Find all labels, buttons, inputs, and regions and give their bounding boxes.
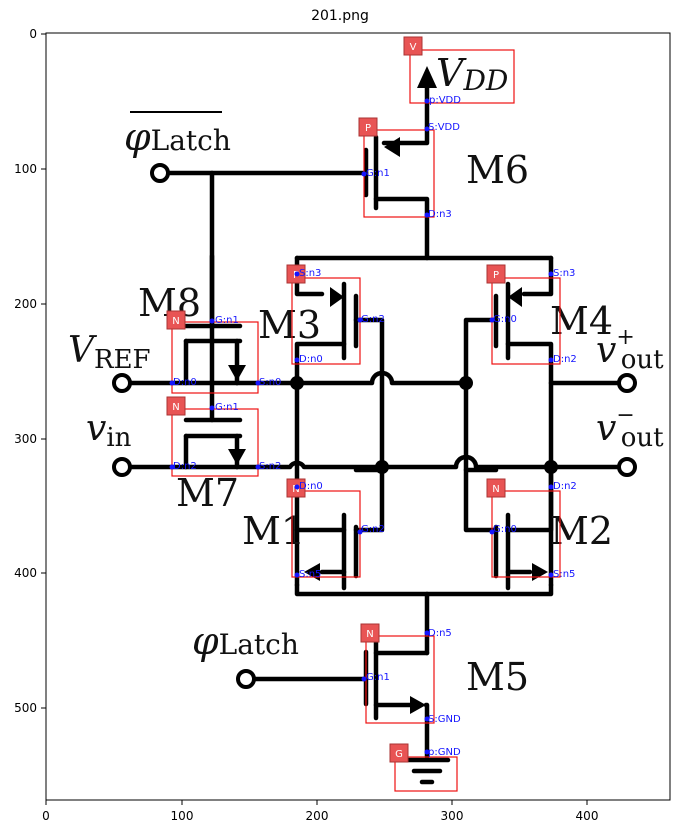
latch-label: φLatch — [192, 619, 299, 663]
tag-m4: P — [493, 270, 499, 281]
x-tick-label: 400 — [576, 809, 599, 823]
device-label-m1: M1 — [242, 509, 305, 553]
pin-label: D:n3 — [428, 209, 452, 220]
pin-label: p:VDD — [429, 95, 461, 106]
pin-label: D:n5 — [428, 628, 452, 639]
pin-label: G:n1 — [215, 402, 239, 413]
pin-label: G:n1 — [366, 672, 390, 683]
x-tick-label: 300 — [441, 809, 464, 823]
y-tick-label: 500 — [14, 701, 37, 715]
y-tick-label: 400 — [14, 566, 37, 580]
vout-plus-label: v+ out — [596, 325, 664, 375]
pin-label: D:n0 — [299, 481, 323, 492]
junction-dots — [290, 376, 558, 474]
tag-box — [389, 743, 409, 763]
tag-box — [403, 36, 423, 56]
vdd-label: VDD — [436, 51, 508, 97]
tag-box — [486, 264, 506, 284]
axes-frame — [45, 32, 671, 801]
bbox-m7 — [171, 408, 259, 477]
tag-m2: N — [492, 484, 499, 495]
x-axis: 0 100 200 300 400 — [42, 800, 598, 823]
vin-label: vin — [86, 408, 132, 453]
pin-label: D:n2 — [553, 354, 577, 365]
pin-label: G:n2 — [361, 314, 385, 325]
pin-label: S:n3 — [553, 268, 575, 279]
pin-label: G:n0 — [493, 524, 517, 535]
tag-m5: N — [366, 629, 373, 640]
device-label-m3: M3 — [258, 303, 321, 347]
pin-label: S:n3 — [299, 268, 321, 279]
circuit-wiring — [119, 66, 630, 785]
pin-label: G:n1 — [366, 168, 390, 179]
pin-label: S:n5 — [299, 569, 321, 580]
tag-m7: N — [172, 402, 179, 413]
bbox-vdd — [409, 49, 515, 104]
pin-label: G:n1 — [215, 315, 239, 326]
y-axis: 0 100 200 300 400 500 — [14, 27, 46, 715]
tag-m1: N — [292, 484, 299, 495]
pin-label: S:n0 — [259, 377, 281, 388]
pin-label: G:n0 — [493, 314, 517, 325]
pin-label: D:n0 — [173, 377, 197, 388]
pin-label: p:GND — [428, 747, 461, 758]
x-tick-label: 0 — [42, 809, 50, 823]
latch-bar-label: φLatch — [124, 115, 231, 159]
y-tick-label: 200 — [14, 297, 37, 311]
figure-title: 201.png — [311, 8, 369, 24]
vout-minus-label: v− out — [596, 403, 664, 453]
tag-box — [360, 623, 380, 643]
pin-label: G:n2 — [361, 524, 385, 535]
pin-annotations: p:VDD S:VDD G:n1 D:n3 S:n3 G:n2 D:n0 S:n… — [169, 95, 577, 758]
tag-m8: N — [172, 316, 179, 327]
vdd-arrow-icon — [417, 66, 437, 88]
device-label-m5: M5 — [466, 655, 529, 699]
bbox-m8 — [171, 321, 259, 394]
y-tick-label: 100 — [14, 162, 37, 176]
tag-m6: P — [365, 123, 371, 134]
tag-gnd: G — [395, 749, 403, 760]
device-label-m7: M7 — [176, 471, 239, 515]
tag-box — [486, 478, 506, 498]
device-label-m6: M6 — [466, 148, 529, 192]
pin-label: D:n2 — [553, 481, 577, 492]
device-type-tags: V P P P N N N N N G — [166, 36, 506, 763]
pin-label: D:n2 — [173, 461, 197, 472]
tag-box — [166, 310, 186, 330]
pin-label: S:n5 — [553, 569, 575, 580]
bbox-gnd — [394, 756, 458, 792]
pin-label: D:n0 — [299, 354, 323, 365]
tag-box — [358, 117, 378, 137]
y-tick-label: 0 — [29, 27, 37, 41]
tag-box — [166, 396, 186, 416]
pin-label: S:GND — [428, 714, 461, 725]
terminal-circles — [112, 163, 637, 689]
pin-label: S:n2 — [259, 461, 281, 472]
pin-label: S:VDD — [428, 122, 460, 133]
tag-vdd: V — [410, 42, 417, 53]
y-tick-label: 300 — [14, 432, 37, 446]
x-tick-label: 200 — [306, 809, 329, 823]
vref-label: VREF — [68, 330, 151, 375]
x-tick-label: 100 — [171, 809, 194, 823]
